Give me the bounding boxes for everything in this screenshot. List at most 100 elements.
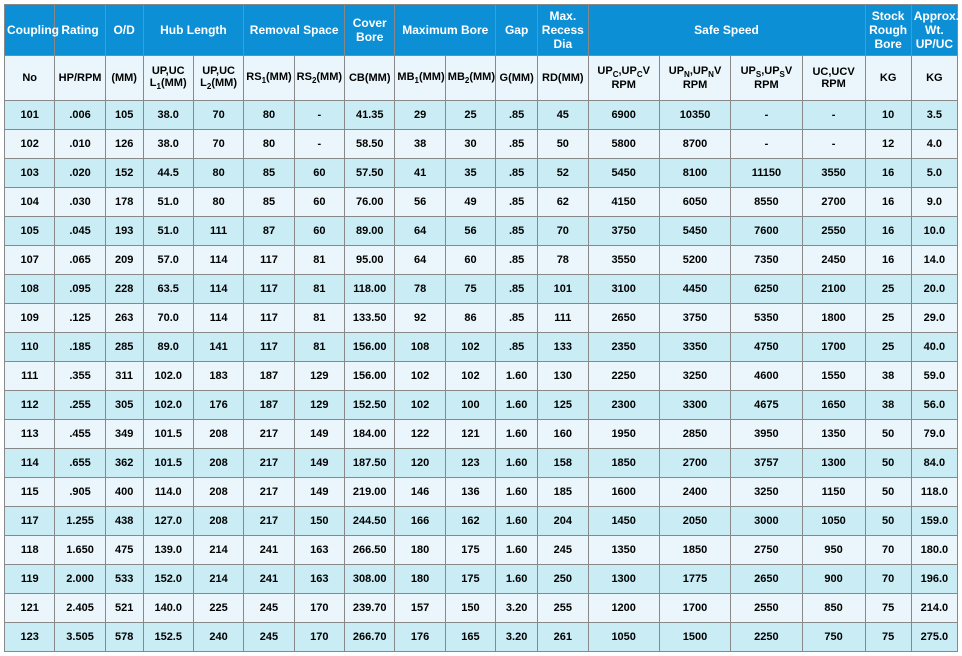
cell: 5200 [659, 246, 730, 275]
cell: 1850 [588, 449, 659, 478]
cell: 70 [193, 130, 243, 159]
cell: 5800 [588, 130, 659, 159]
cell: 105 [5, 217, 55, 246]
unit-header: UPS,UPSV RPM [731, 56, 802, 101]
cell: 1300 [588, 565, 659, 594]
cell: 156.00 [345, 333, 395, 362]
cell: 3.20 [496, 623, 538, 652]
cell: 3.505 [55, 623, 105, 652]
unit-header: RS1(MM) [244, 56, 294, 101]
cell: 25 [865, 304, 911, 333]
table-row: 103.02015244.580856057.504135.8552545081… [5, 159, 958, 188]
cell: 1700 [802, 333, 865, 362]
cell: 183 [193, 362, 243, 391]
group-header: Hub Length [143, 5, 244, 56]
cell: 2050 [659, 507, 730, 536]
cell: 266.50 [345, 536, 395, 565]
cell: 102.0 [143, 362, 193, 391]
cell: 2350 [588, 333, 659, 362]
cell: 1.60 [496, 449, 538, 478]
table-row: 109.12526370.011411781133.509286.8511126… [5, 304, 958, 333]
cell: 11150 [731, 159, 802, 188]
cell: 241 [244, 565, 294, 594]
cell: 1.60 [496, 478, 538, 507]
cell: 51.0 [143, 217, 193, 246]
cell: 60 [294, 159, 344, 188]
cell: 80 [244, 101, 294, 130]
cell: 1550 [802, 362, 865, 391]
cell: .85 [496, 333, 538, 362]
cell: 158 [538, 449, 588, 478]
cell: .010 [55, 130, 105, 159]
cell: 108 [5, 275, 55, 304]
cell: 30 [445, 130, 495, 159]
cell: 187 [244, 362, 294, 391]
cell: - [802, 101, 865, 130]
cell: 175 [445, 565, 495, 594]
cell: 114 [5, 449, 55, 478]
cell: 150 [445, 594, 495, 623]
cell: 1300 [802, 449, 865, 478]
cell: 208 [193, 507, 243, 536]
cell: 146 [395, 478, 445, 507]
cell: 113 [5, 420, 55, 449]
cell: 58.50 [345, 130, 395, 159]
cell: 149 [294, 449, 344, 478]
cell: 118.0 [911, 478, 957, 507]
cell: 475 [105, 536, 143, 565]
cell: 108 [395, 333, 445, 362]
cell: 125 [538, 391, 588, 420]
cell: 217 [244, 420, 294, 449]
cell: 49 [445, 188, 495, 217]
cell: 114.0 [143, 478, 193, 507]
cell: 228 [105, 275, 143, 304]
cell: 70 [193, 101, 243, 130]
cell: 41 [395, 159, 445, 188]
table-body: 101.00610538.07080-41.352925.85456900103… [5, 101, 958, 652]
cell: 204 [538, 507, 588, 536]
cell: 217 [244, 478, 294, 507]
cell: 6900 [588, 101, 659, 130]
cell: 4675 [731, 391, 802, 420]
cell: 750 [802, 623, 865, 652]
unit-header: UPN,UPNV RPM [659, 56, 730, 101]
cell: 225 [193, 594, 243, 623]
cell: 121 [445, 420, 495, 449]
cell: 133.50 [345, 304, 395, 333]
unit-header: (MM) [105, 56, 143, 101]
cell: .85 [496, 130, 538, 159]
cell: .85 [496, 304, 538, 333]
cell: 245 [244, 594, 294, 623]
cell: 3300 [659, 391, 730, 420]
cell: 1.60 [496, 420, 538, 449]
cell: 84.0 [911, 449, 957, 478]
cell: 4150 [588, 188, 659, 217]
cell: 122 [395, 420, 445, 449]
cell: 95.00 [345, 246, 395, 275]
group-header: Removal Space [244, 5, 345, 56]
cell: 45 [538, 101, 588, 130]
unit-header: UP,UC L1(MM) [143, 56, 193, 101]
cell: 241 [244, 536, 294, 565]
cell: 118.00 [345, 275, 395, 304]
cell: 180 [395, 536, 445, 565]
cell: 57.0 [143, 246, 193, 275]
group-header: Rating [55, 5, 105, 56]
cell: 209 [105, 246, 143, 275]
cell: 101.5 [143, 420, 193, 449]
cell: 78 [395, 275, 445, 304]
group-header: Gap [496, 5, 538, 56]
unit-header: UPC,UPCV RPM [588, 56, 659, 101]
cell: 10 [865, 101, 911, 130]
cell: 185 [538, 478, 588, 507]
cell: 38.0 [143, 101, 193, 130]
cell: 59.0 [911, 362, 957, 391]
group-header: Safe Speed [588, 5, 865, 56]
cell: 152.0 [143, 565, 193, 594]
cell: 2550 [802, 217, 865, 246]
cell: 50 [865, 449, 911, 478]
unit-header: UP,UC L2(MM) [193, 56, 243, 101]
cell: 64 [395, 217, 445, 246]
cell: 80 [244, 130, 294, 159]
cell: 102.0 [143, 391, 193, 420]
